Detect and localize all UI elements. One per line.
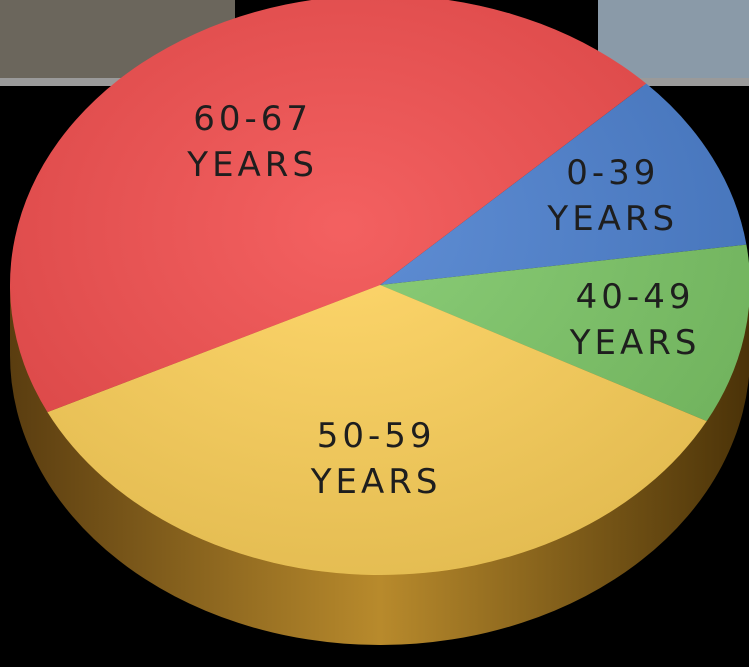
slice-label: 40-49 YEARS xyxy=(550,274,720,366)
slice-label: 60-67 YEARS xyxy=(168,96,338,188)
page: {"chart_data": {"type": "pie", "categori… xyxy=(0,0,749,667)
slice-label: 0-39 YEARS xyxy=(528,150,698,242)
slice-label: 50-59 YEARS xyxy=(291,413,461,505)
